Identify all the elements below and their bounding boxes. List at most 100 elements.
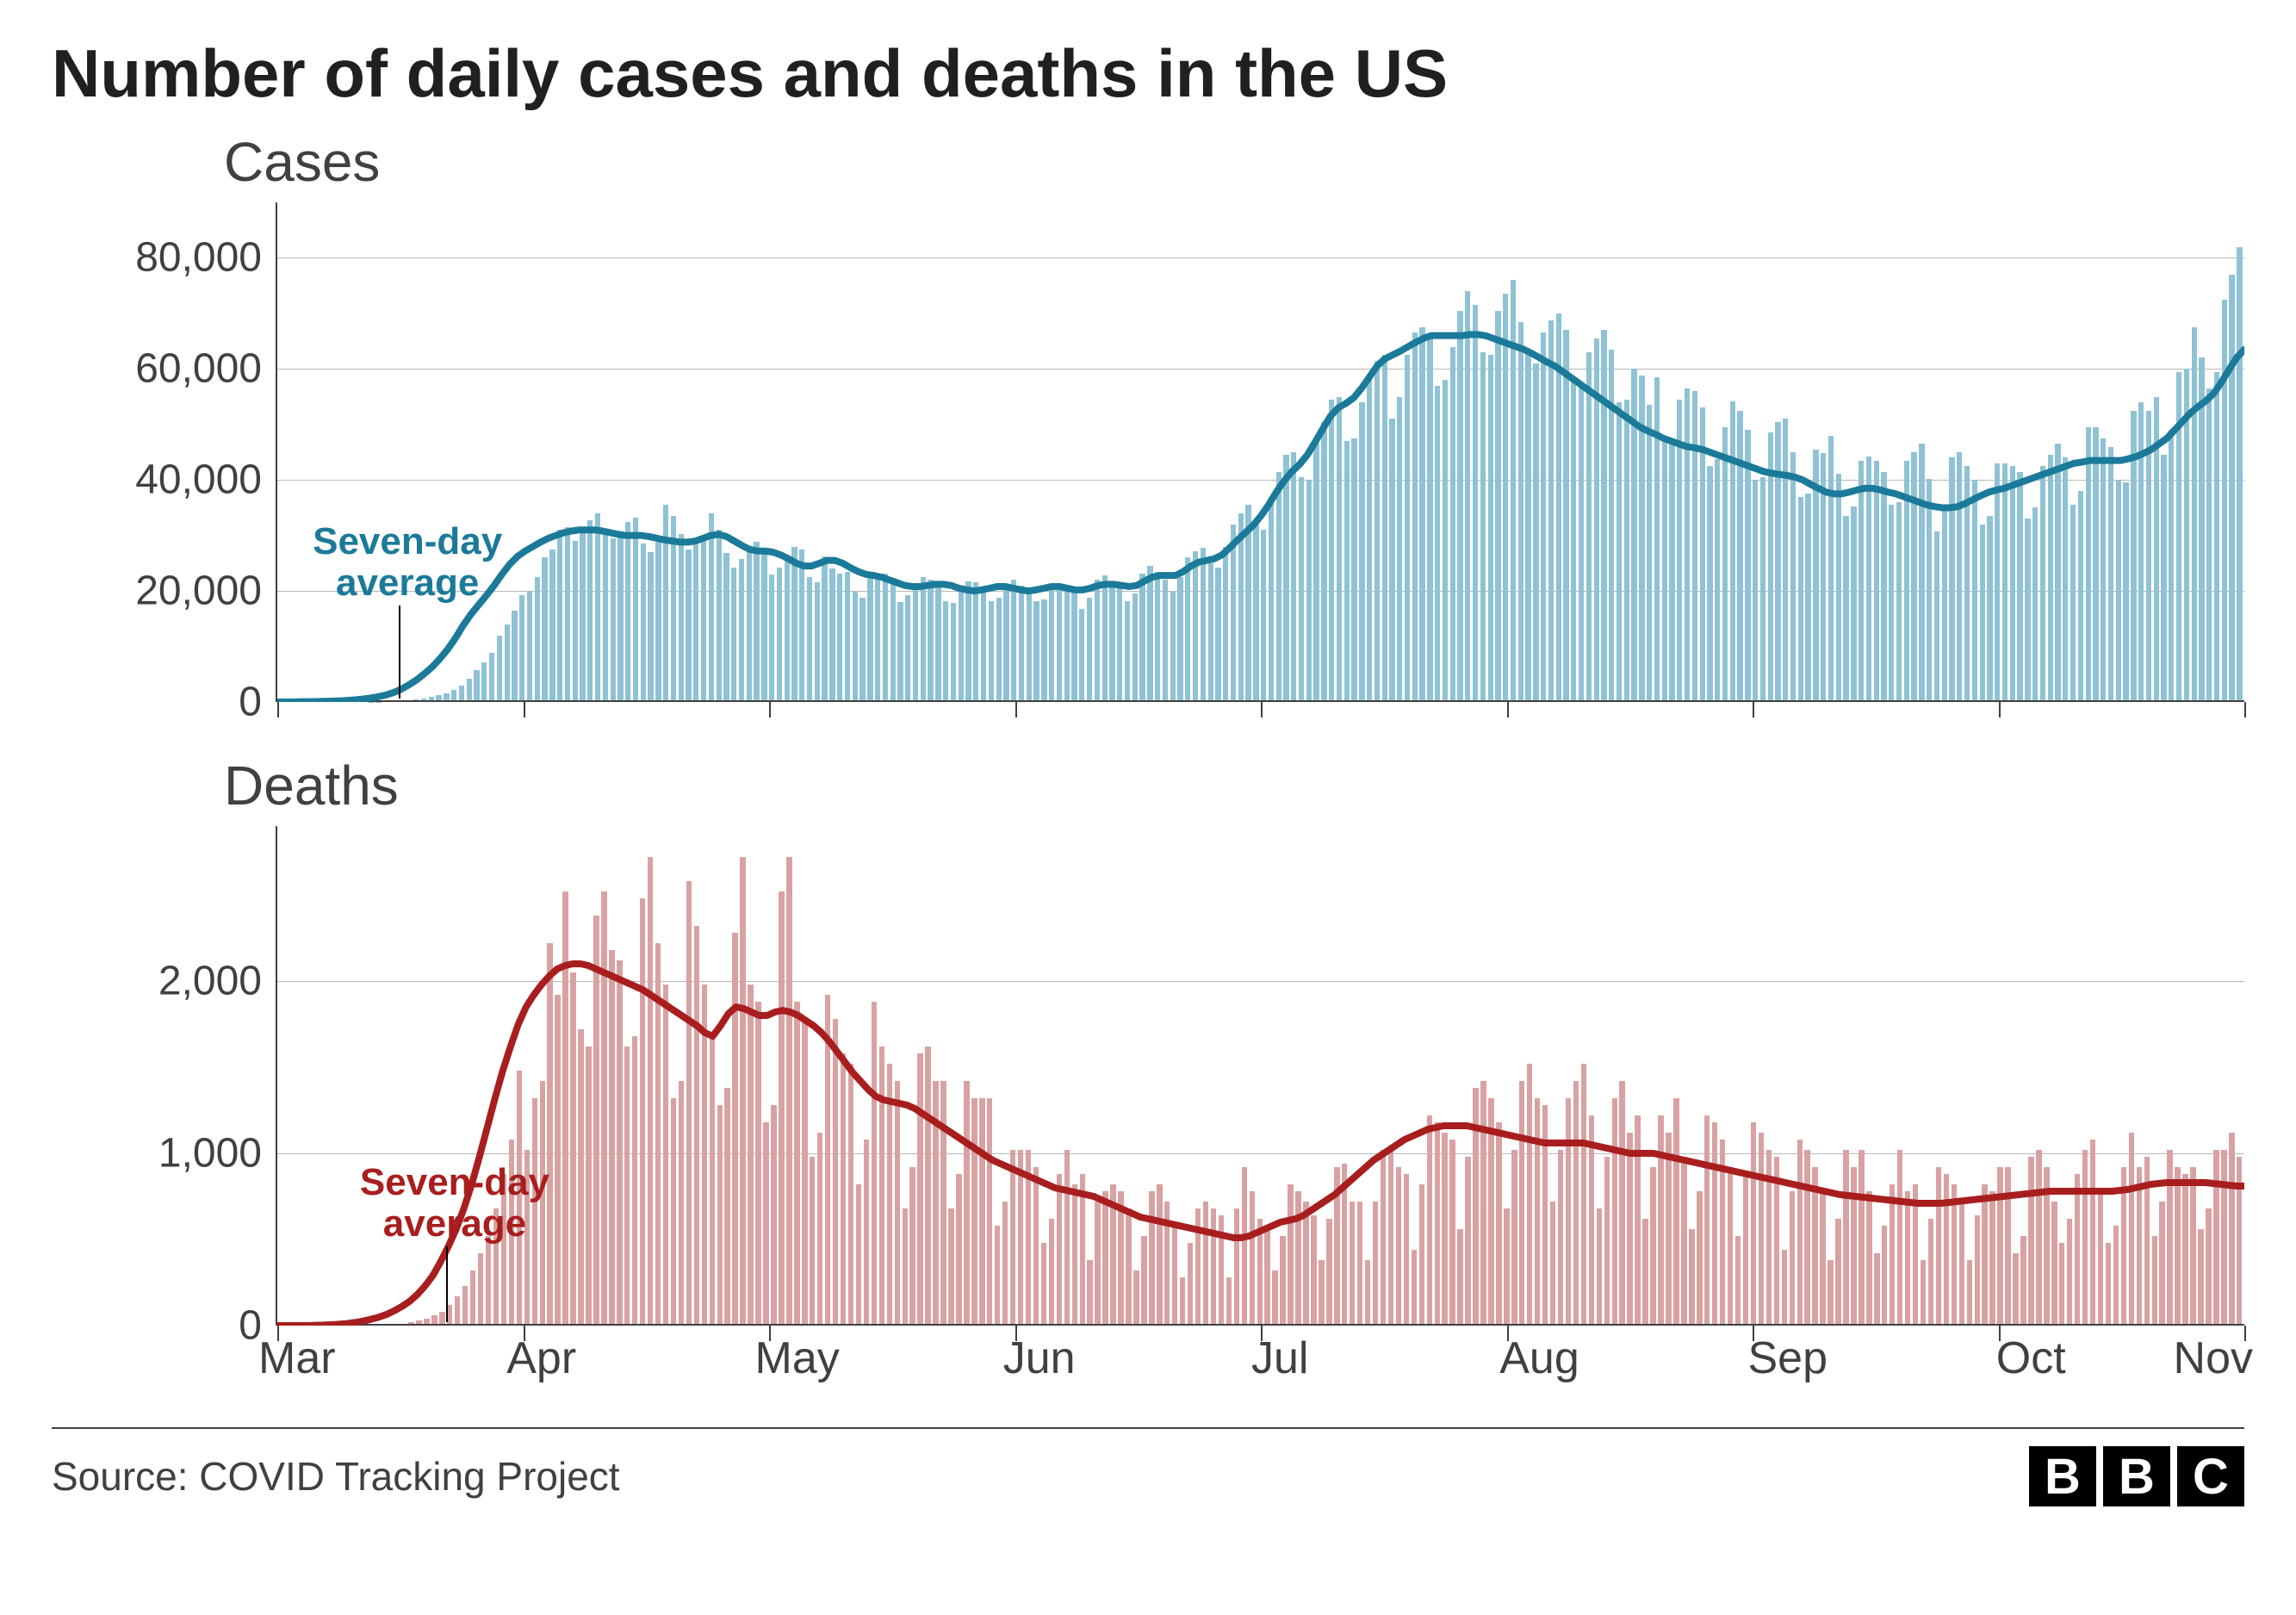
- x-tick-label: Sep: [1748, 1332, 1996, 1384]
- data-bar: [1095, 1202, 1100, 1326]
- data-bar: [467, 679, 472, 702]
- data-bar: [1095, 580, 1100, 702]
- deaths-chart: Deaths 01,0002,000 Seven-dayaverage: [69, 754, 2244, 1326]
- x-tick-mark: [2244, 702, 2246, 717]
- data-bar: [601, 891, 606, 1326]
- data-bar: [1904, 461, 1909, 702]
- data-bar: [1155, 572, 1160, 702]
- data-bar: [1201, 548, 1206, 702]
- data-bar: [1071, 590, 1077, 702]
- data-bar: [1743, 1174, 1748, 1326]
- data-bar: [2005, 1167, 2010, 1326]
- data-bar: [1827, 1260, 1833, 1326]
- data-bar: [867, 577, 872, 702]
- data-bar: [1586, 352, 1592, 702]
- data-bar: [1280, 1236, 1285, 1326]
- data-bar: [2098, 1191, 2103, 1326]
- data-bar: [1450, 347, 1455, 702]
- data-bar: [1299, 477, 1304, 702]
- data-bar: [1804, 1150, 1809, 1326]
- data-bar: [1859, 461, 1864, 702]
- data-bar: [519, 595, 524, 702]
- data-bar: [1874, 1253, 1879, 1326]
- data-bar: [1790, 452, 1796, 702]
- data-bar: [822, 556, 827, 702]
- data-bar: [679, 1081, 684, 1326]
- data-bar: [1843, 516, 1848, 702]
- data-bar: [833, 1019, 838, 1326]
- data-bar: [1157, 1184, 1162, 1326]
- data-bar: [1503, 294, 1508, 702]
- data-bar: [1775, 422, 1780, 702]
- data-bar: [1253, 525, 1258, 702]
- data-bar: [1579, 386, 1584, 702]
- x-tick-label: May: [755, 1332, 1003, 1384]
- data-bar: [1141, 1236, 1146, 1326]
- data-bar: [1203, 1202, 1208, 1326]
- data-bar: [1033, 1167, 1039, 1326]
- data-bar: [1866, 1191, 1871, 1326]
- data-bar: [1558, 1150, 1563, 1326]
- data-bar: [1419, 327, 1424, 702]
- data-bar: [956, 1174, 961, 1326]
- data-bar: [1542, 1105, 1548, 1326]
- data-bar: [578, 1029, 583, 1326]
- annotation-pointer: [446, 1246, 448, 1322]
- data-bar: [1812, 1167, 1817, 1326]
- data-bar: [1064, 587, 1070, 702]
- y-tick-label: 1,000: [158, 1130, 262, 1177]
- data-bar: [1367, 380, 1372, 702]
- data-bar: [1882, 1226, 1887, 1326]
- data-bar: [710, 1036, 715, 1326]
- data-bar: [802, 1019, 807, 1326]
- data-bar: [1303, 1202, 1308, 1326]
- data-bar: [841, 1053, 846, 1326]
- data-bar: [1365, 1260, 1370, 1326]
- data-bar: [875, 575, 880, 702]
- data-bar: [845, 572, 850, 702]
- data-bar: [2055, 444, 2060, 702]
- data-bar: [1813, 450, 1818, 702]
- data-bar: [1921, 1260, 1926, 1326]
- data-bar: [1250, 1191, 1255, 1326]
- data-bar: [905, 595, 910, 702]
- data-bar: [1405, 355, 1410, 702]
- source-label: Source: COVID Tracking Project: [52, 1453, 620, 1500]
- data-bar: [2121, 1167, 2126, 1326]
- data-bar: [1435, 1122, 1440, 1326]
- data-bar: [2138, 402, 2144, 702]
- data-bar: [1821, 453, 1826, 702]
- data-bar: [1109, 582, 1114, 702]
- data-bar: [2075, 1174, 2080, 1326]
- data-bar: [593, 916, 599, 1326]
- data-bar: [761, 550, 766, 702]
- data-bar: [701, 541, 706, 702]
- data-bar: [1226, 1277, 1232, 1326]
- data-bar: [1072, 1184, 1077, 1326]
- data-bar: [655, 541, 661, 702]
- data-bar: [779, 891, 784, 1326]
- data-bar: [2213, 1150, 2218, 1326]
- data-bar: [887, 1064, 892, 1326]
- data-bar: [470, 1270, 475, 1326]
- data-bar: [1790, 1191, 1795, 1326]
- data-bar: [686, 550, 691, 702]
- data-bar: [1223, 547, 1228, 702]
- data-bar: [1518, 322, 1523, 702]
- data-bar: [693, 544, 698, 702]
- data-bar: [1133, 1270, 1139, 1326]
- data-bar: [1550, 1202, 1555, 1326]
- data-bar: [917, 1053, 922, 1326]
- data-bar: [1556, 314, 1561, 702]
- data-bar: [474, 670, 479, 702]
- data-bar: [1581, 1064, 1586, 1326]
- data-bar: [663, 985, 668, 1326]
- data-bar: [2010, 466, 2015, 702]
- data-bar: [1359, 402, 1364, 702]
- data-bar: [512, 611, 517, 702]
- data-bar: [1697, 1191, 1702, 1326]
- data-bar: [1396, 1167, 1401, 1326]
- data-bar: [1689, 1229, 1694, 1326]
- data-bar: [1442, 1133, 1447, 1326]
- data-bar: [837, 574, 842, 703]
